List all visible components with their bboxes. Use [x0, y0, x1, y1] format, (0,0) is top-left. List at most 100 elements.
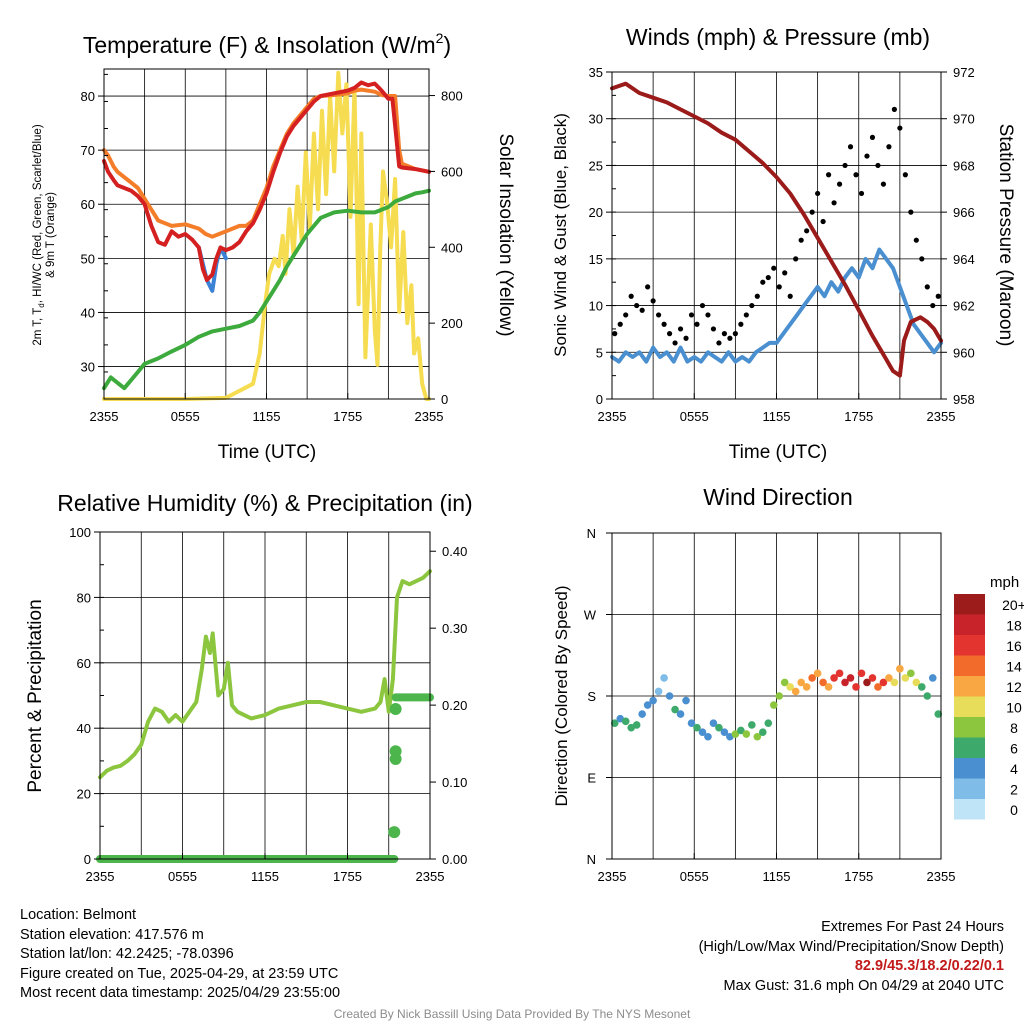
colorbar-title: mph	[990, 574, 1019, 591]
winds-xlabel: Time (UTC)	[729, 442, 828, 463]
temperature-xtick-label: 2355	[90, 409, 119, 424]
humidity-y2tick-label: 0.20	[442, 698, 467, 713]
colorbar-swatch	[954, 799, 985, 820]
colorbar-label: 14	[1006, 659, 1022, 675]
humidity-xtick-label: 2355	[86, 869, 115, 884]
direction-point	[780, 678, 789, 687]
temperature-xtick-label: 1155	[253, 409, 281, 424]
direction-point	[819, 678, 827, 687]
winds-gust-point	[935, 293, 941, 299]
temperature-ytick-label: 50	[81, 251, 95, 266]
temperature-title: Temperature (F) & Insolation (W/m2)	[83, 30, 451, 58]
winds-gust-point	[886, 144, 892, 150]
humidity-xtick-label: 1155	[251, 869, 279, 884]
temperature-ytick-label: 80	[81, 89, 95, 104]
humidity-rh-line	[98, 569, 432, 780]
winds-gust-point	[656, 312, 662, 318]
direction-point	[928, 674, 937, 682]
winds-ticks: 2355 0555 1155 1755 2355 0 5 10 15 20 25 30 35 958 960…	[589, 65, 975, 424]
direction-point	[896, 665, 904, 673]
extremes-summary: Extremes For Past 24 Hours (High/Low/Max…	[699, 918, 1004, 996]
winds-gust-point	[776, 284, 782, 290]
extremes-title: Extremes For Past 24 Hours	[821, 919, 1004, 935]
speed-colorbar: 20+ 18 16 14 12 10 8 6 4 2 0	[954, 594, 1024, 820]
direction-point	[901, 674, 910, 682]
direction-xtick-label: 1155	[763, 869, 791, 884]
winds-gust-point	[628, 293, 634, 299]
winds-gust-point	[902, 172, 908, 178]
temperature-xlabel: Time (UTC)	[218, 442, 317, 463]
direction-point	[775, 692, 784, 700]
winds-gust-point	[809, 209, 815, 215]
winds-gust-point	[825, 172, 832, 178]
winds-ytick-label: 0	[596, 392, 603, 407]
colorbar-label: 0	[1010, 802, 1018, 818]
direction-point	[731, 730, 740, 738]
winds-panel: 2355 0555 1155 1755 2355 0 5 10 15 20 25 30 35 958 960…	[589, 65, 975, 424]
direction-title: Wind Direction	[703, 484, 853, 510]
temperature-y2label: Solar Insolation (Yellow)	[495, 133, 516, 336]
humidity-y2tick-label: 0.30	[442, 621, 467, 636]
winds-wind-line	[610, 247, 943, 364]
winds-y2tick-label: 970	[953, 112, 975, 127]
colorbar-label: 2	[1010, 782, 1018, 798]
winds-gust-point	[804, 228, 810, 234]
humidity-xtick-label: 1755	[333, 869, 362, 884]
winds-gust-point	[836, 181, 843, 187]
winds-gust-point	[793, 256, 799, 262]
colorbar-swatch	[954, 635, 985, 656]
figure-created: Figure created on Tue, 2025-04-29, at 23…	[20, 965, 339, 982]
winds-y2tick-label: 960	[953, 345, 975, 360]
winds-gust-point	[743, 312, 749, 318]
winds-ytick-label: 25	[589, 158, 603, 173]
temperature-temp2m-line	[102, 80, 431, 282]
direction-point	[649, 696, 657, 705]
direction-point	[704, 732, 712, 741]
colorbar-swatch	[954, 594, 985, 615]
direction-point	[654, 687, 663, 696]
direction-point	[742, 730, 751, 738]
winds-xtick-label: 0555	[680, 409, 709, 424]
winds-gust-point	[705, 312, 711, 318]
temperature-y2tick-label: 600	[441, 164, 463, 179]
station-location: Location: Belmont	[20, 907, 137, 923]
temperature-ytick-label: 40	[81, 305, 95, 320]
humidity-ytick-label: 0	[84, 852, 91, 867]
winds-ytick-label: 35	[589, 65, 603, 80]
direction-point	[841, 678, 849, 687]
temperature-ytick-label: 60	[81, 197, 95, 212]
temperature-ytick-label: 30	[81, 360, 95, 375]
colorbar-label: 20+	[1002, 597, 1024, 613]
winds-gust-point	[699, 302, 706, 309]
winds-gust-point	[831, 200, 837, 206]
winds-gust-point	[869, 134, 876, 140]
winds-gust-point	[924, 284, 930, 290]
direction-point	[676, 710, 685, 718]
humidity-ticks: 2355 0555 1155 1755 2355 0 20 40 60 80 100 0.00 0.10…	[69, 525, 467, 884]
colorbar-label: 10	[1006, 700, 1022, 716]
direction-point	[758, 728, 767, 737]
direction-point	[786, 683, 795, 691]
humidity-ytick-label: 80	[77, 590, 91, 605]
direction-point	[802, 683, 811, 691]
winds-gust-point	[754, 293, 760, 299]
max-gust: Max Gust: 31.6 mph On 04/29 at 2040 UTC	[723, 977, 1004, 994]
humidity-precip_dots-point	[389, 745, 402, 758]
direction-point	[857, 669, 866, 678]
winds-gust-point	[798, 237, 804, 243]
direction-point	[709, 719, 718, 727]
direction-point	[687, 719, 696, 727]
winds-y2tick-label: 966	[953, 205, 975, 220]
winds-gust-point	[645, 284, 651, 290]
winds-gust-point	[672, 340, 678, 346]
temperature-y2tick-label: 0	[441, 392, 448, 407]
direction-point	[918, 683, 926, 691]
direction-point	[868, 674, 877, 682]
winds-gust-point	[639, 307, 645, 313]
direction-xtick-label: 2355	[598, 869, 627, 884]
colorbar-swatch	[954, 717, 985, 738]
winds-ytick-label: 30	[589, 112, 603, 127]
winds-gust-point	[650, 298, 656, 304]
